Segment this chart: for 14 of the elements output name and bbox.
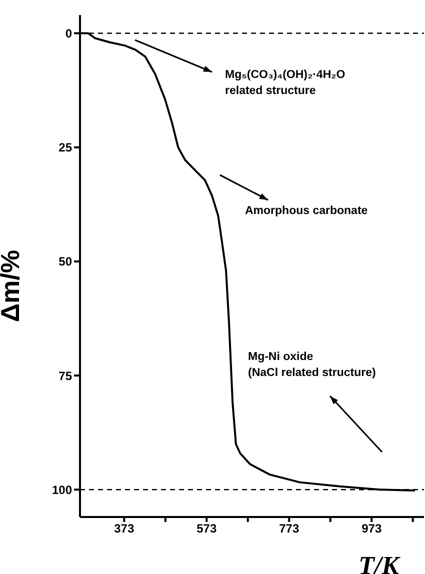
y-tick-label: 50 [58, 254, 72, 269]
y-tick-label: 75 [58, 368, 72, 383]
annotation: Mg₅(CO₃)₄(OH)₂·4H₂O related structure [225, 69, 346, 97]
x-tick-label: 973 [362, 522, 382, 536]
x-tick-label: 573 [196, 522, 217, 536]
y-tick-label: 25 [58, 140, 72, 155]
x-axis-title: T/K [358, 551, 401, 574]
y-tick-label: 0 [65, 26, 72, 41]
x-tick-label: 373 [114, 522, 134, 536]
annotation: Amorphous carbonate [245, 205, 368, 217]
y-axis-title: Δm/% [0, 250, 26, 322]
annotation: Mg-Ni oxide (NaCl related structure) [248, 351, 376, 379]
y-tick-label: 100 [52, 482, 72, 497]
x-tick-label: 773 [279, 522, 300, 536]
